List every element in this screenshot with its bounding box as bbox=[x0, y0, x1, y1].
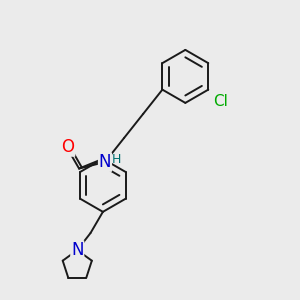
Text: N: N bbox=[71, 241, 83, 259]
Text: N: N bbox=[99, 153, 111, 171]
Text: H: H bbox=[112, 153, 121, 166]
Text: O: O bbox=[61, 138, 74, 156]
Text: Cl: Cl bbox=[213, 94, 228, 109]
